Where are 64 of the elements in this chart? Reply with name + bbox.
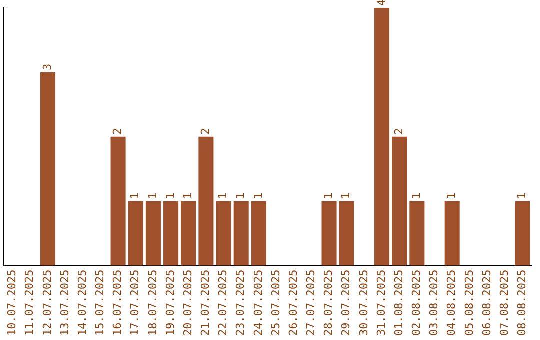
x-tick-label: 15.07.2025 (94, 270, 107, 336)
x-tick-label: 17.07.2025 (128, 270, 142, 336)
data-label: 1 (322, 192, 336, 200)
x-tick-label: 04.08.2025 (445, 270, 458, 336)
data-label: 1 (340, 192, 353, 200)
x-tick-label: 23.07.2025 (234, 270, 248, 336)
bar (392, 136, 408, 266)
data-label: 1 (181, 192, 194, 200)
x-tick-label: 13.07.2025 (58, 270, 72, 336)
bar (322, 201, 337, 266)
bar (164, 201, 179, 266)
data-label: 3 (40, 64, 54, 70)
x-tick-label: 25.07.2025 (269, 270, 282, 336)
data-label: 1 (146, 192, 160, 200)
x-tick-label: 27.07.2025 (304, 270, 318, 336)
data-label: 1 (410, 192, 424, 200)
bar (374, 8, 390, 266)
bar (198, 136, 214, 266)
x-tick-label: 02.08.2025 (410, 270, 424, 336)
x-tick-label: 31.07.2025 (374, 270, 388, 336)
data-label: 4 (374, 0, 388, 6)
x-tick-label: 29.07.2025 (340, 270, 353, 336)
x-tick-label: 07.08.2025 (498, 270, 511, 336)
x-tick-label: 05.08.2025 (462, 270, 476, 336)
data-label: 1 (234, 192, 248, 200)
bar (339, 201, 354, 266)
data-label: 1 (445, 192, 458, 200)
bar (181, 201, 196, 266)
data-label: 1 (516, 192, 529, 200)
bar (515, 201, 530, 266)
bar (40, 72, 56, 266)
x-tick-label: 19.07.2025 (164, 270, 177, 336)
bar (128, 201, 144, 266)
x-tick-label: 18.07.2025 (146, 270, 160, 336)
data-label: 1 (164, 192, 177, 200)
data-label: 2 (392, 128, 406, 135)
data-label: 2 (199, 128, 212, 135)
data-label: 1 (128, 192, 142, 200)
x-tick-label: 26.07.2025 (286, 270, 300, 336)
x-tick-label: 22.07.2025 (216, 270, 230, 336)
x-tick-label: 06.08.2025 (480, 270, 494, 336)
data-label: 2 (111, 128, 124, 135)
x-tick-label: 20.07.2025 (181, 270, 194, 336)
data-label: 1 (252, 192, 265, 200)
bar (251, 201, 266, 266)
bar (146, 201, 161, 266)
x-tick-label: 14.07.2025 (76, 270, 89, 336)
data-label: 1 (216, 192, 230, 200)
x-tick-label: 30.07.2025 (357, 270, 370, 336)
x-tick-label: 10.07.2025 (6, 270, 19, 336)
x-tick-label: 08.08.2025 (516, 270, 529, 336)
x-tick-label: 28.07.2025 (322, 270, 336, 336)
x-tick-label: 24.07.2025 (252, 270, 265, 336)
x-tick-label: 12.07.2025 (40, 270, 54, 336)
bar (216, 201, 232, 266)
x-tick-label: 03.08.2025 (428, 270, 441, 336)
x-tick-label: 21.07.2025 (199, 270, 212, 336)
x-tick-label: 16.07.2025 (111, 270, 124, 336)
x-tick-label: 11.07.2025 (23, 270, 36, 336)
bar (410, 201, 425, 266)
bar (110, 136, 126, 266)
x-tick-label: 01.08.2025 (392, 270, 406, 336)
bar (234, 201, 249, 266)
bar (444, 201, 460, 266)
